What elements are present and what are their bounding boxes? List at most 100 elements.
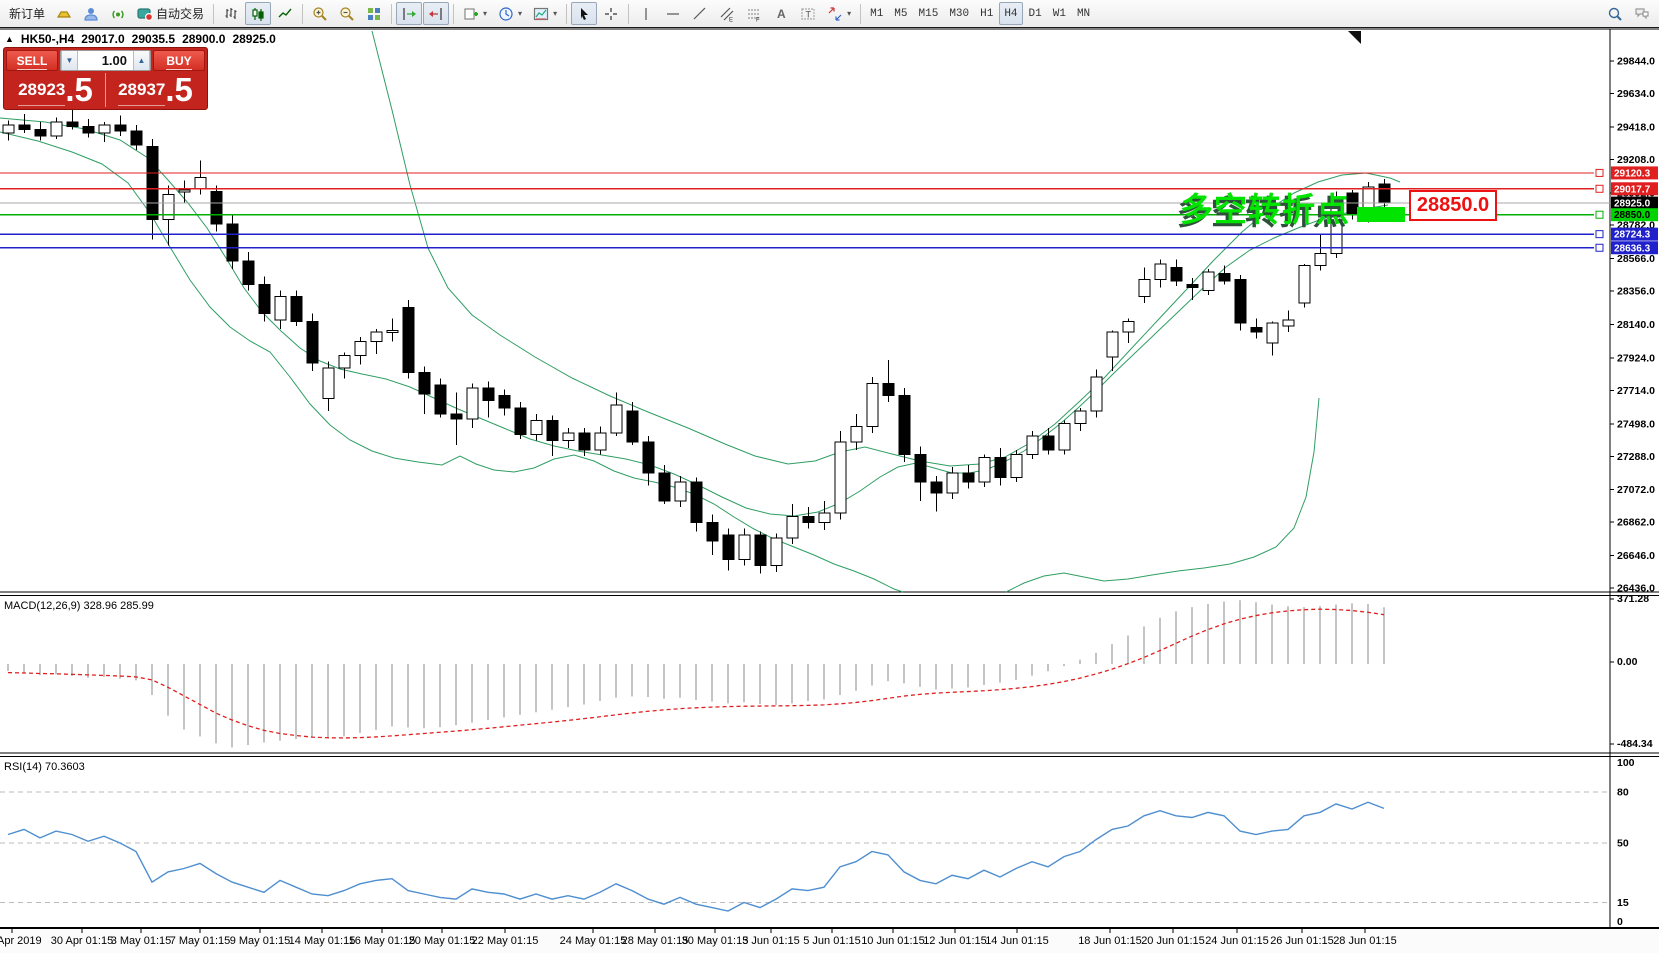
candlesticks bbox=[2, 108, 1391, 574]
zoom-out-button[interactable] bbox=[334, 2, 360, 25]
chevron-down-icon: ▾ bbox=[847, 9, 852, 18]
tf-h1-button[interactable]: H1 bbox=[980, 7, 994, 20]
tf-m5-button[interactable]: M5 bbox=[894, 7, 908, 20]
buy-price[interactable]: 28937.5 bbox=[118, 71, 193, 108]
volume-up-button[interactable]: ▲ bbox=[133, 51, 150, 70]
svg-text:9 May 01:15: 9 May 01:15 bbox=[230, 935, 291, 947]
svg-text:14 Jun 01:15: 14 Jun 01:15 bbox=[985, 935, 1049, 947]
label-icon: T bbox=[801, 7, 815, 20]
chevron-down-icon: ▾ bbox=[553, 9, 558, 18]
svg-text:28 May 01:15: 28 May 01:15 bbox=[622, 935, 689, 947]
bars-chart-button[interactable] bbox=[218, 2, 244, 25]
svg-text:29634.0: 29634.0 bbox=[1617, 88, 1655, 100]
svg-text:80: 80 bbox=[1617, 787, 1629, 799]
quote-symbol: HK50-,H4 bbox=[20, 32, 75, 46]
svg-text:28850.0: 28850.0 bbox=[1614, 210, 1651, 221]
scroll-marker-icon bbox=[1348, 31, 1361, 44]
vertical-line-button[interactable] bbox=[633, 2, 659, 25]
bars-chart-icon bbox=[225, 7, 237, 19]
cursor-button[interactable] bbox=[571, 2, 598, 25]
channel-button[interactable]: E bbox=[714, 2, 740, 25]
tf-w1-button[interactable]: W1 bbox=[1052, 7, 1066, 20]
buy-button[interactable]: BUY bbox=[153, 50, 205, 71]
quote-open: 29017.0 bbox=[81, 32, 125, 46]
crosshair-button[interactable] bbox=[598, 2, 624, 25]
periods-button[interactable]: ▾ bbox=[493, 2, 527, 25]
autotrade-button[interactable]: 自动交易 bbox=[132, 2, 209, 25]
svg-text:26862.0: 26862.0 bbox=[1617, 517, 1655, 529]
line-chart-icon bbox=[278, 8, 292, 17]
svg-text:27714.0: 27714.0 bbox=[1617, 385, 1655, 397]
sell-button[interactable]: SELL bbox=[6, 50, 58, 71]
svg-text:28 Jun 01:15: 28 Jun 01:15 bbox=[1333, 935, 1397, 947]
trendline-button[interactable] bbox=[687, 2, 713, 25]
auto-scroll-icon bbox=[429, 7, 442, 20]
svg-text:20 Jun 01:15: 20 Jun 01:15 bbox=[1141, 935, 1205, 947]
toolbar: 新订单 自动交易 ▾ ▾ ▾ E F A T ▾ M1 M5 M15 M30 H1 H4 D1 W1 MN bbox=[0, 0, 1659, 28]
text-button[interactable]: A bbox=[768, 2, 794, 25]
svg-text:RSI(14) 70.3603: RSI(14) 70.3603 bbox=[4, 761, 85, 773]
chat-button[interactable] bbox=[1629, 2, 1655, 25]
templates-button[interactable]: ▾ bbox=[528, 2, 562, 25]
highlight-rect bbox=[1357, 207, 1405, 222]
templates-icon bbox=[533, 7, 549, 20]
tf-m1-button[interactable]: M1 bbox=[870, 7, 884, 20]
tf-h4-button[interactable]: H4 bbox=[999, 2, 1023, 25]
fibonacci-icon: F bbox=[748, 8, 760, 22]
tf-m15-button[interactable]: M15 bbox=[918, 7, 939, 20]
profile-icon-button[interactable] bbox=[78, 2, 104, 25]
chevron-down-icon: ▾ bbox=[518, 9, 523, 18]
tile-windows-button[interactable] bbox=[361, 2, 387, 25]
date-axis: 26 Apr 2019 30 Apr 01:153 May 01:157 May … bbox=[0, 928, 1659, 953]
line-chart-button[interactable] bbox=[272, 2, 298, 25]
toolbar-separator bbox=[213, 3, 215, 24]
svg-text:-484.34: -484.34 bbox=[1617, 738, 1653, 750]
shift-end-icon bbox=[403, 7, 417, 20]
label-button[interactable]: T bbox=[795, 2, 821, 25]
svg-text:3 May 01:15: 3 May 01:15 bbox=[111, 935, 172, 947]
tf-mn-button[interactable]: MN bbox=[1076, 7, 1091, 20]
search-button[interactable] bbox=[1602, 2, 1628, 25]
svg-text:27072.0: 27072.0 bbox=[1617, 484, 1655, 496]
candles-chart-button[interactable] bbox=[245, 2, 272, 25]
new-order-button[interactable]: 新订单 bbox=[9, 7, 46, 21]
chat-icon bbox=[1635, 7, 1649, 19]
quote-close: 28925.0 bbox=[232, 32, 276, 46]
price-callout-label[interactable]: 28850.0 bbox=[1409, 190, 1497, 221]
sell-price[interactable]: 28923.5 bbox=[6, 73, 106, 107]
new-chart-icon bbox=[464, 7, 479, 20]
profile-icon-icon bbox=[84, 7, 98, 21]
arrows-button[interactable]: ▾ bbox=[822, 2, 856, 25]
svg-text:371.28: 371.28 bbox=[1617, 593, 1649, 605]
volume-down-button[interactable]: ▼ bbox=[61, 51, 78, 70]
svg-text:0.00: 0.00 bbox=[1617, 656, 1638, 668]
svg-text:26436.0: 26436.0 bbox=[1617, 583, 1655, 595]
svg-text:27924.0: 27924.0 bbox=[1617, 352, 1655, 364]
channel-icon: E bbox=[720, 7, 734, 22]
toolbar-separator bbox=[302, 3, 304, 24]
svg-text:29418.0: 29418.0 bbox=[1617, 121, 1655, 133]
auto-scroll-button[interactable] bbox=[423, 2, 450, 25]
new-chart-button[interactable]: ▾ bbox=[458, 2, 492, 25]
tf-d1-button[interactable]: D1 bbox=[1028, 7, 1042, 20]
svg-text:20 May 01:15: 20 May 01:15 bbox=[409, 935, 476, 947]
zoom-in-icon bbox=[313, 6, 327, 21]
tf-m30-button[interactable]: M30 bbox=[949, 7, 970, 20]
volume-input[interactable] bbox=[78, 51, 133, 70]
terminal-icon-icon bbox=[56, 10, 72, 18]
crosshair-icon bbox=[605, 7, 618, 20]
fibonacci-button[interactable]: F bbox=[741, 2, 767, 25]
annotation-text: 多空转折点 bbox=[1180, 191, 1350, 228]
collapse-panel-icon[interactable]: ▲ bbox=[5, 34, 14, 44]
terminal-icon-button[interactable] bbox=[51, 2, 77, 25]
svg-text:30 May 01:15: 30 May 01:15 bbox=[682, 935, 749, 947]
horizontal-line-button[interactable] bbox=[660, 2, 686, 25]
toolbar-separator bbox=[860, 3, 862, 24]
signal-icon-button[interactable] bbox=[105, 2, 131, 25]
svg-text:A: A bbox=[777, 7, 786, 21]
zoom-in-button[interactable] bbox=[307, 2, 333, 25]
shift-end-button[interactable] bbox=[396, 2, 423, 25]
chevron-down-icon: ▾ bbox=[483, 9, 488, 18]
